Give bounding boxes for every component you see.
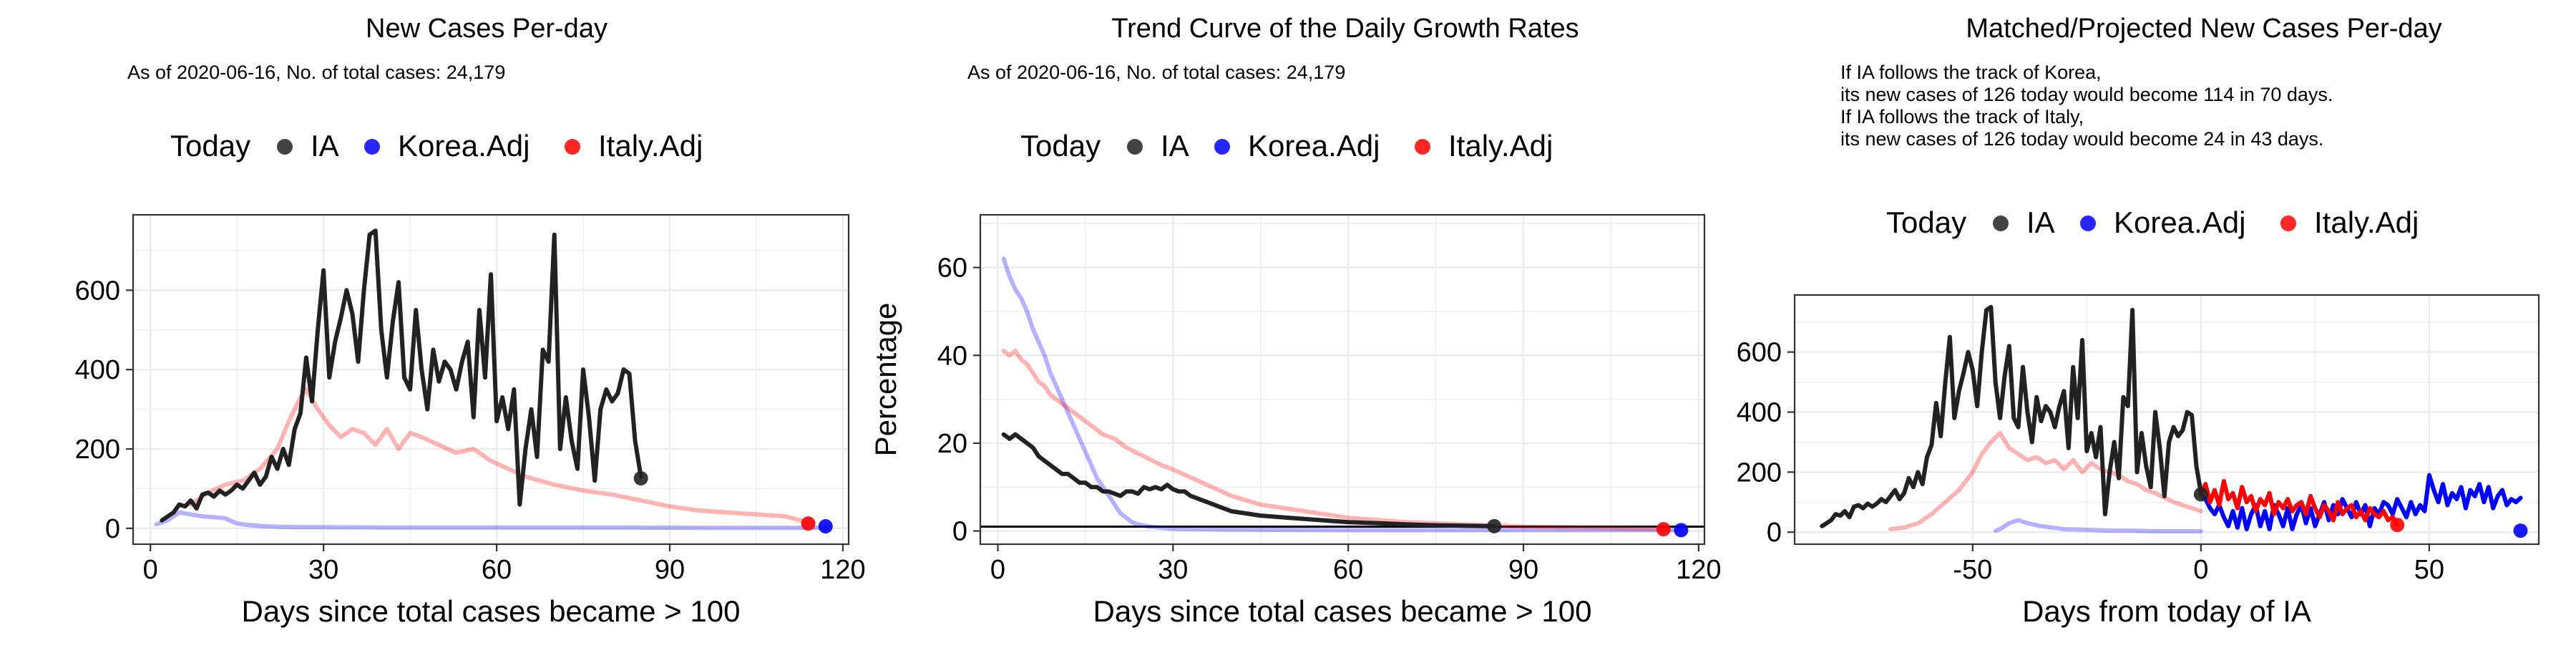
chart-legend: Today IA Korea.Adj Italy.Adj (170, 129, 703, 163)
legend-title: Today (170, 129, 250, 163)
legend-key-korea-adj (2080, 216, 2096, 231)
axes: -50 0 50 0 200 400 600 (1737, 338, 2444, 585)
x-axis-label: Days since total cases became > 100 (1093, 594, 1592, 628)
annotation-line: its new cases of 126 today would become … (1840, 84, 2333, 105)
chart-title: New Cases Per-day (366, 14, 608, 44)
panel-border (1793, 294, 2540, 546)
legend-label: IA (2026, 205, 2055, 239)
y-tick-label: 40 (937, 341, 967, 371)
y-tick-label: 0 (952, 517, 967, 547)
y-tick-label: 20 (937, 429, 967, 459)
today-point-ia (2193, 487, 2208, 502)
annotation-line: its new cases of 126 today would become … (1840, 128, 2323, 150)
y-tick-label: 400 (75, 355, 120, 385)
today-point-korea-adj (818, 519, 833, 534)
x-tick-label: 120 (1676, 555, 1721, 585)
legend-label: IA (311, 129, 339, 163)
legend-title: Today (1886, 205, 1966, 239)
x-axis-label: Days since total cases became > 100 (242, 594, 741, 628)
chart-legend: Today IA Korea.Adj Italy.Adj (1020, 129, 1553, 163)
legend-label: IA (1161, 129, 1189, 163)
legend-label: Korea.Adj (1248, 129, 1380, 163)
annotation-line: If IA follows the track of Italy, (1840, 106, 2084, 127)
y-tick-label: 600 (1737, 338, 1782, 368)
today-point-ia (1487, 518, 1502, 533)
y-tick-label: 0 (105, 514, 120, 544)
y-tick-label: 400 (1737, 398, 1782, 428)
y-tick-label: 200 (1737, 458, 1782, 488)
x-tick-label: 0 (990, 555, 1005, 585)
legend-title: Today (1020, 129, 1101, 163)
x-tick-label: 0 (2193, 555, 2208, 585)
series-line-italy-adj (2198, 479, 2400, 528)
legend-label: Korea.Adj (398, 129, 530, 163)
legend-key-ia (1993, 216, 2009, 231)
series-line-ia (160, 228, 643, 523)
legend-label: Italy.Adj (598, 129, 703, 163)
legend-key-korea-adj (1214, 139, 1230, 155)
today-point-italy-adj (1656, 522, 1671, 537)
x-tick-label: -50 (1953, 555, 1992, 585)
series-line-ia (1820, 304, 2203, 528)
panel-border (132, 213, 850, 546)
y-tick-label: 0 (1767, 518, 1782, 548)
x-tick-label: 50 (2414, 555, 2444, 585)
legend-key-korea-adj (364, 139, 380, 155)
x-tick-label: 30 (1158, 555, 1188, 585)
legend-label: Italy.Adj (1448, 129, 1553, 163)
plot-panel (133, 215, 849, 544)
chart-panel-3: Matched/Projected New Cases Per-day If IA… (1737, 14, 2540, 628)
x-axis-label: Days from today of IA (2022, 594, 2311, 628)
today-point-korea-adj (2513, 523, 2528, 538)
chart-panel-1: New Cases Per-day As of 2020-06-16, No. o… (75, 14, 866, 628)
chart-subtitle: As of 2020-06-16, No. of total cases: 24… (127, 62, 505, 83)
plot-panel (980, 215, 1704, 544)
today-point-ia (633, 471, 648, 485)
today-point-italy-adj (801, 516, 816, 531)
chart-title: Matched/Projected New Cases Per-day (1966, 14, 2441, 44)
legend-key-ia (1127, 139, 1143, 155)
axes: 0 30 60 90 120 0 200 400 600 (75, 276, 866, 585)
legend-key-ia (277, 139, 293, 155)
annotation-line: If IA follows the track of Korea, (1840, 62, 2102, 83)
series-line-korea-adj (154, 510, 828, 531)
y-tick-label: 60 (937, 253, 967, 284)
chart-subtitle: As of 2020-06-16, No. of total cases: 24… (967, 62, 1345, 83)
today-point-korea-adj (1674, 523, 1689, 538)
chart-panel-2: Trend Curve of the Daily Growth Rates As … (869, 14, 1722, 628)
x-tick-label: 30 (308, 555, 338, 585)
x-tick-label: 120 (820, 555, 865, 585)
legend-label: Italy.Adj (2314, 205, 2419, 239)
y-tick-label: 600 (75, 276, 120, 306)
x-tick-label: 60 (1333, 555, 1363, 585)
series-line-korea-adj (1993, 518, 2203, 533)
panel-border (979, 213, 1706, 546)
series-line-italy-adj (188, 387, 811, 525)
legend-key-italy-adj (565, 139, 580, 155)
chart-legend: Today IA Korea.Adj Italy.Adj (1886, 205, 2419, 239)
axes: 0 30 60 90 120 0 20 40 60 (937, 253, 1722, 585)
x-tick-label: 0 (143, 555, 158, 585)
y-axis-label: Percentage (869, 303, 902, 457)
plot-panel (1795, 295, 2539, 544)
grid-lines (980, 215, 1704, 544)
chart-title: Trend Curve of the Daily Growth Rates (1111, 14, 1579, 44)
series-line-korea-adj (1001, 256, 1684, 533)
x-tick-label: 60 (482, 555, 512, 585)
today-point-italy-adj (2390, 518, 2405, 533)
series-line-italy-adj (1888, 430, 2203, 531)
legend-key-italy-adj (1415, 139, 1430, 155)
series-line-ia (1001, 432, 1497, 528)
x-tick-label: 90 (1508, 555, 1538, 585)
x-tick-label: 90 (655, 555, 685, 585)
legend-label: Korea.Adj (2114, 205, 2245, 239)
y-tick-label: 200 (75, 435, 120, 465)
legend-key-italy-adj (2280, 216, 2296, 231)
